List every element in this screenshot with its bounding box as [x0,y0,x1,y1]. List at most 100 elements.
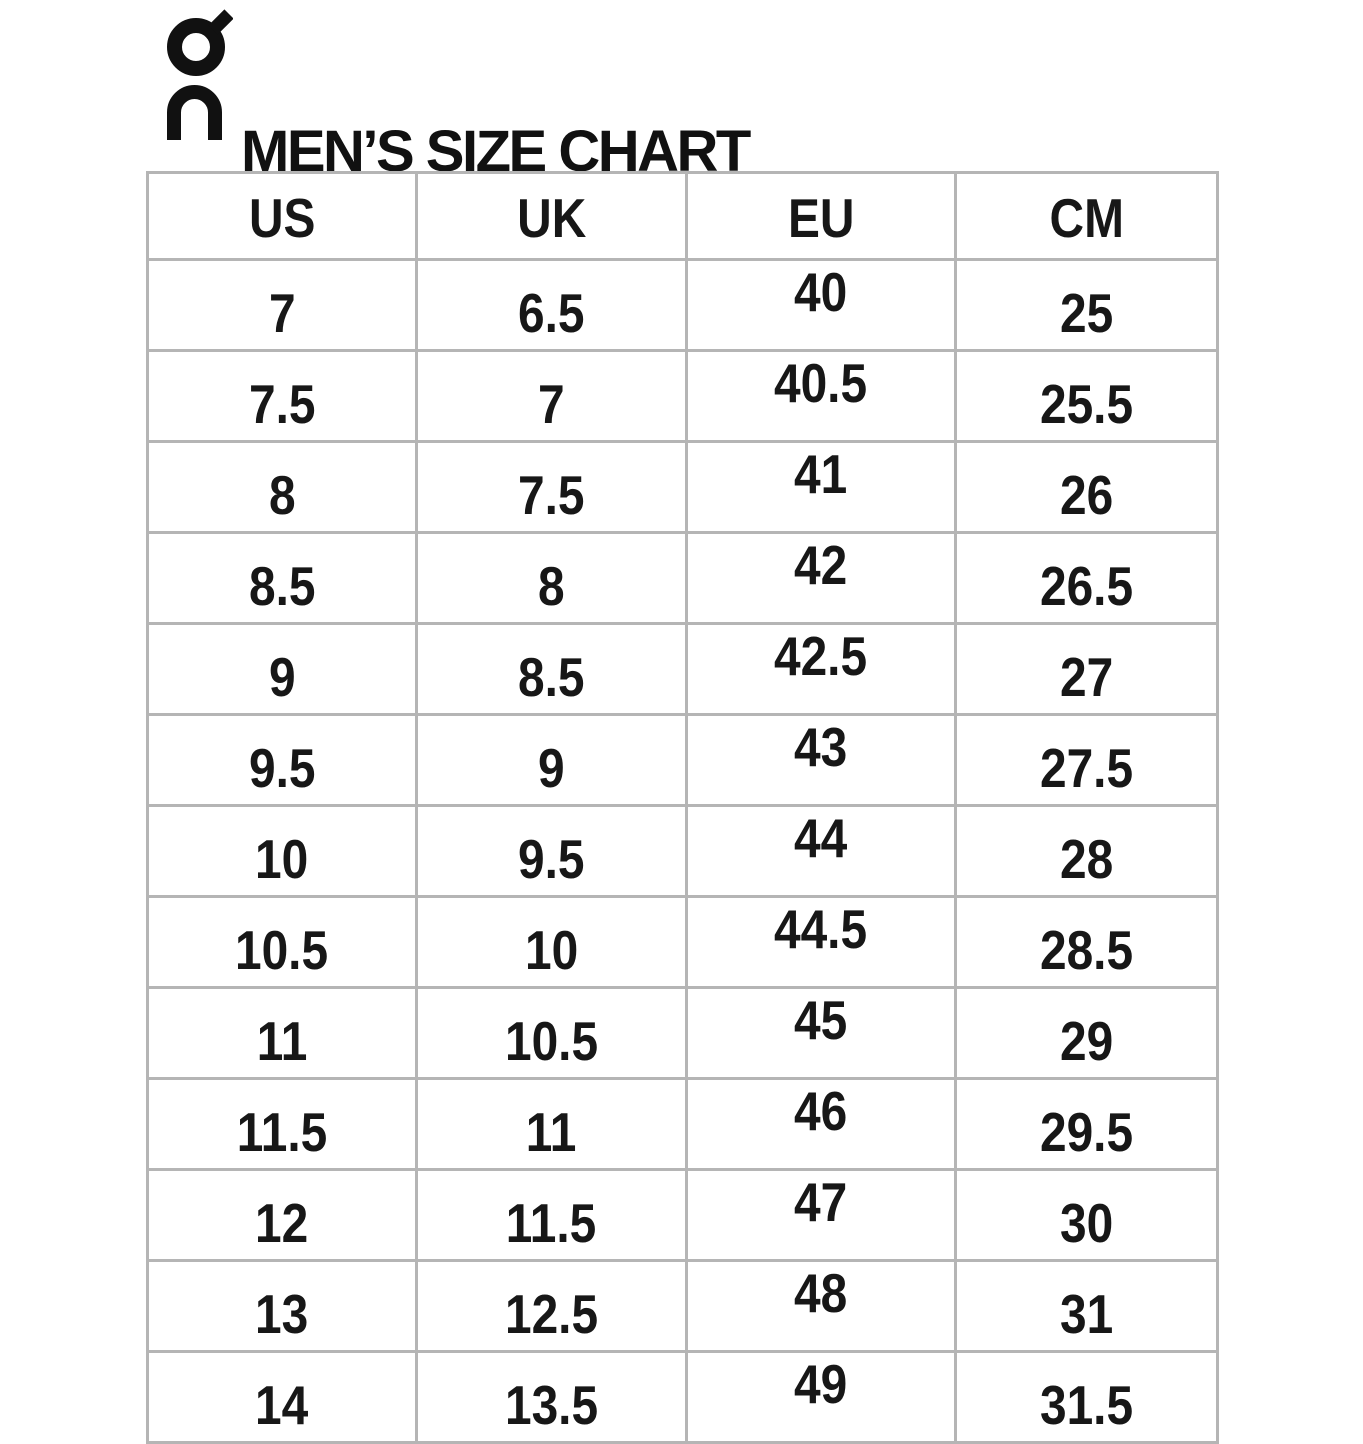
table-row: 7 6.5 40 25 [146,258,1219,352]
cell-value: 9 [538,737,565,799]
cell-value: 25 [1059,282,1114,344]
cell-value: 8 [268,464,296,526]
cell-value: 40.5 [774,352,868,414]
cell-eu: 40 [685,258,957,352]
cell-value: 48 [794,1262,848,1324]
cell-eu: 44 [685,804,957,898]
cell-value: 7 [268,282,296,344]
size-table-body: 7 6.5 40 25 7.5 7 40.5 25.5 8 7.5 41 26 … [146,258,1219,1444]
cell-cm: 30 [954,1168,1219,1262]
cell-value: 10.5 [504,1010,599,1072]
cell-uk: 10.5 [415,986,688,1080]
header-label: US [248,187,316,249]
cell-us: 10 [146,804,418,898]
cell-cm: 28 [954,804,1219,898]
cell-us: 7.5 [146,349,418,443]
on-logo-icon [167,9,234,140]
table-row: 8 7.5 41 26 [146,440,1219,534]
cell-value: 9.5 [518,828,585,890]
cell-value: 11 [256,1010,308,1072]
cell-value: 14 [255,1374,309,1436]
table-row: 10.5 10 44.5 28.5 [146,895,1219,989]
cell-value: 6.5 [518,282,585,344]
header-row: US UK EU CM [146,171,1219,261]
cell-us: 9.5 [146,713,418,807]
cell-us: 11.5 [146,1077,418,1171]
cell-cm: 28.5 [954,895,1219,989]
cell-eu: 44.5 [685,895,957,989]
cell-value: 7.5 [248,373,316,435]
cell-value: 8.5 [248,555,316,617]
cell-value: 44.5 [774,898,868,960]
cell-value: 25.5 [1039,373,1134,435]
on-logo [163,8,234,148]
cell-eu: 42.5 [685,622,957,716]
cell-value: 43 [794,716,848,778]
cell-uk: 7 [415,349,688,443]
cell-us: 9 [146,622,418,716]
cell-uk: 8.5 [415,622,688,716]
cell-eu: 47 [685,1168,957,1262]
cell-value: 47 [794,1171,848,1233]
cell-value: 28.5 [1039,919,1134,981]
cell-value: 13 [255,1283,309,1345]
cell-value: 29 [1059,1010,1114,1072]
cell-value: 9 [268,646,296,708]
cell-cm: 31.5 [954,1350,1219,1444]
cell-value: 12.5 [504,1283,599,1345]
table-row: 11 10.5 45 29 [146,986,1219,1080]
cell-cm: 27.5 [954,713,1219,807]
cell-eu: 42 [685,531,957,625]
cell-cm: 25 [954,258,1219,352]
cell-eu: 46 [685,1077,957,1171]
page-title: MEN’S SIZE CHART [241,118,751,184]
cell-value: 11 [526,1101,577,1163]
cell-value: 31.5 [1039,1374,1134,1436]
cell-value: 10.5 [235,919,329,981]
cell-uk: 12.5 [415,1259,688,1353]
cell-value: 10 [524,919,579,981]
table-row: 13 12.5 48 31 [146,1259,1219,1353]
cell-value: 30 [1059,1192,1114,1254]
cell-value: 11.5 [506,1192,597,1254]
cell-eu: 48 [685,1259,957,1353]
cell-value: 7 [538,373,565,435]
cell-us: 11 [146,986,418,1080]
cell-value: 8.5 [518,646,585,708]
cell-us: 13 [146,1259,418,1353]
cell-us: 8 [146,440,418,534]
table-row: 9 8.5 42.5 27 [146,622,1219,716]
cell-uk: 13.5 [415,1350,688,1444]
header-label: UK [516,187,587,249]
table-row: 12 11.5 47 30 [146,1168,1219,1262]
table-row: 11.5 11 46 29.5 [146,1077,1219,1171]
cell-value: 26 [1059,464,1114,526]
cell-value: 12 [255,1192,309,1254]
cell-value: 44 [794,807,848,869]
cell-cm: 25.5 [954,349,1219,443]
table-row: 7.5 7 40.5 25.5 [146,349,1219,443]
cell-value: 27.5 [1039,737,1134,799]
cell-value: 31 [1059,1283,1114,1345]
cell-value: 40 [794,261,848,323]
column-header-us: US [146,171,418,261]
column-header-uk: UK [415,171,688,261]
cell-cm: 26 [954,440,1219,534]
cell-value: 28 [1059,828,1114,890]
cell-value: 42.5 [774,625,868,687]
table-row: 14 13.5 49 31.5 [146,1350,1219,1444]
cell-cm: 29 [954,986,1219,1080]
cell-uk: 9 [415,713,688,807]
cell-uk: 6.5 [415,258,688,352]
cell-uk: 9.5 [415,804,688,898]
cell-value: 29.5 [1039,1101,1134,1163]
cell-uk: 11 [415,1077,688,1171]
cell-value: 26.5 [1039,555,1134,617]
cell-eu: 41 [685,440,957,534]
header-label: EU [787,187,855,249]
cell-us: 8.5 [146,531,418,625]
cell-value: 41 [794,443,848,505]
cell-value: 46 [794,1080,848,1142]
cell-value: 49 [794,1353,848,1415]
cell-us: 12 [146,1168,418,1262]
